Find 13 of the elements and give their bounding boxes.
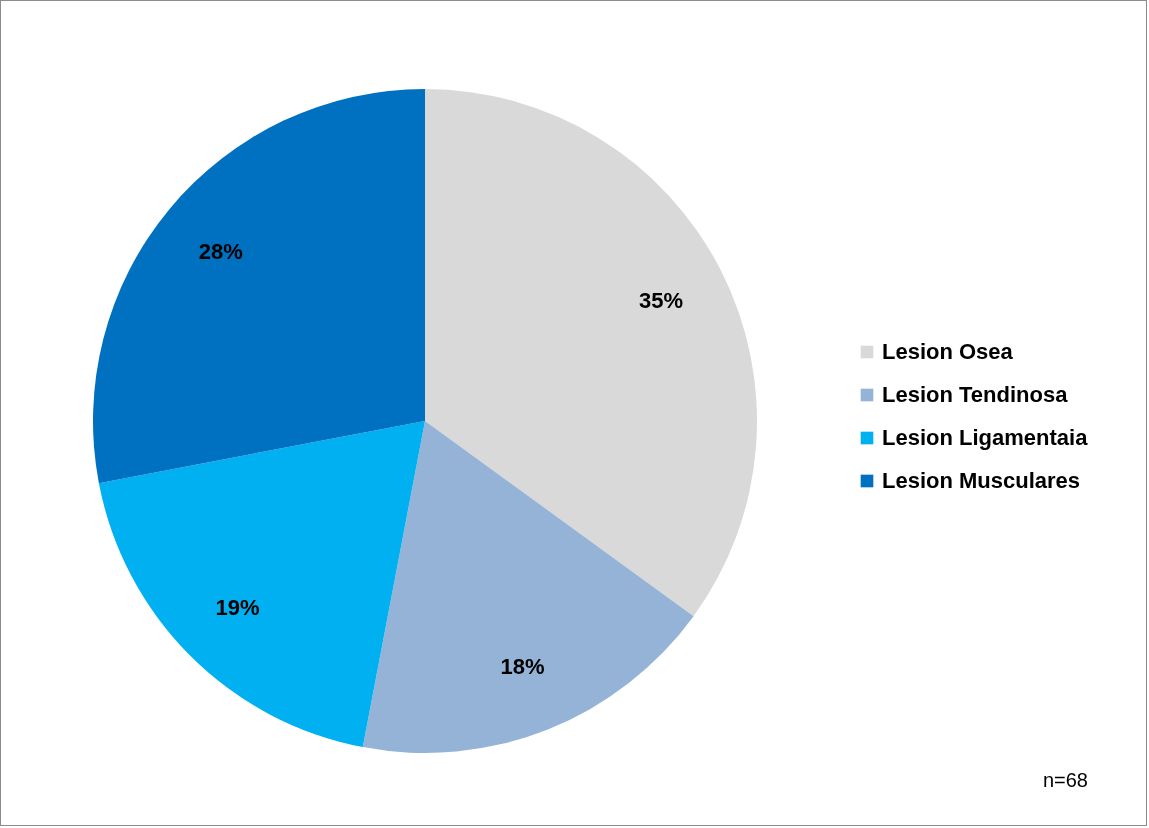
data-label: 35%: [639, 287, 684, 313]
data-label: 28%: [198, 239, 243, 265]
data-label: 18%: [500, 654, 545, 680]
pie-slice: [362, 421, 694, 753]
data-label: 19%: [215, 595, 260, 621]
pie-slice: [98, 421, 425, 748]
text: n=68: [1042, 769, 1088, 791]
legend-label: Lesion Musculares: [882, 468, 1081, 493]
pie-slice: [93, 89, 425, 484]
pie-slice: [425, 89, 757, 617]
legend-label: Lesion Osea: [882, 339, 1014, 364]
legend-label: Lesion Tendinosa: [882, 382, 1069, 407]
legend-label: Lesion Ligamentaia: [882, 425, 1089, 450]
